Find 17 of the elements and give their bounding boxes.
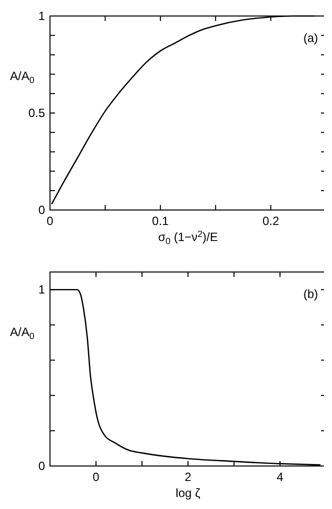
x-tick-label: 4 — [276, 470, 284, 484]
x-axis-title: log ζ — [176, 486, 202, 500]
x-tick-label: 2 — [184, 470, 192, 484]
y-tick-label: 1 — [38, 282, 46, 297]
x-tick-label: 0 — [92, 470, 100, 484]
x-tick-label: 0 — [46, 214, 54, 228]
y-tick-label: 0 — [38, 459, 46, 473]
x-axis-title: σ$_{0}$ (1−ν$^{2}$)/E — [158, 229, 218, 246]
annotation: (b) — [303, 287, 318, 301]
y-tick-label: 0 — [38, 203, 46, 217]
y-axis-title: A/A$_{0}$ — [10, 325, 34, 341]
y-tick-label: 1 — [38, 9, 46, 23]
x-tick-label: 0.1 — [152, 214, 170, 228]
annotation: (a) — [303, 31, 318, 45]
y-tick-label: 0.5 — [28, 106, 46, 120]
y-axis-title: A/A$_{0}$ — [10, 69, 34, 85]
x-tick-label: 0.2 — [262, 214, 280, 228]
